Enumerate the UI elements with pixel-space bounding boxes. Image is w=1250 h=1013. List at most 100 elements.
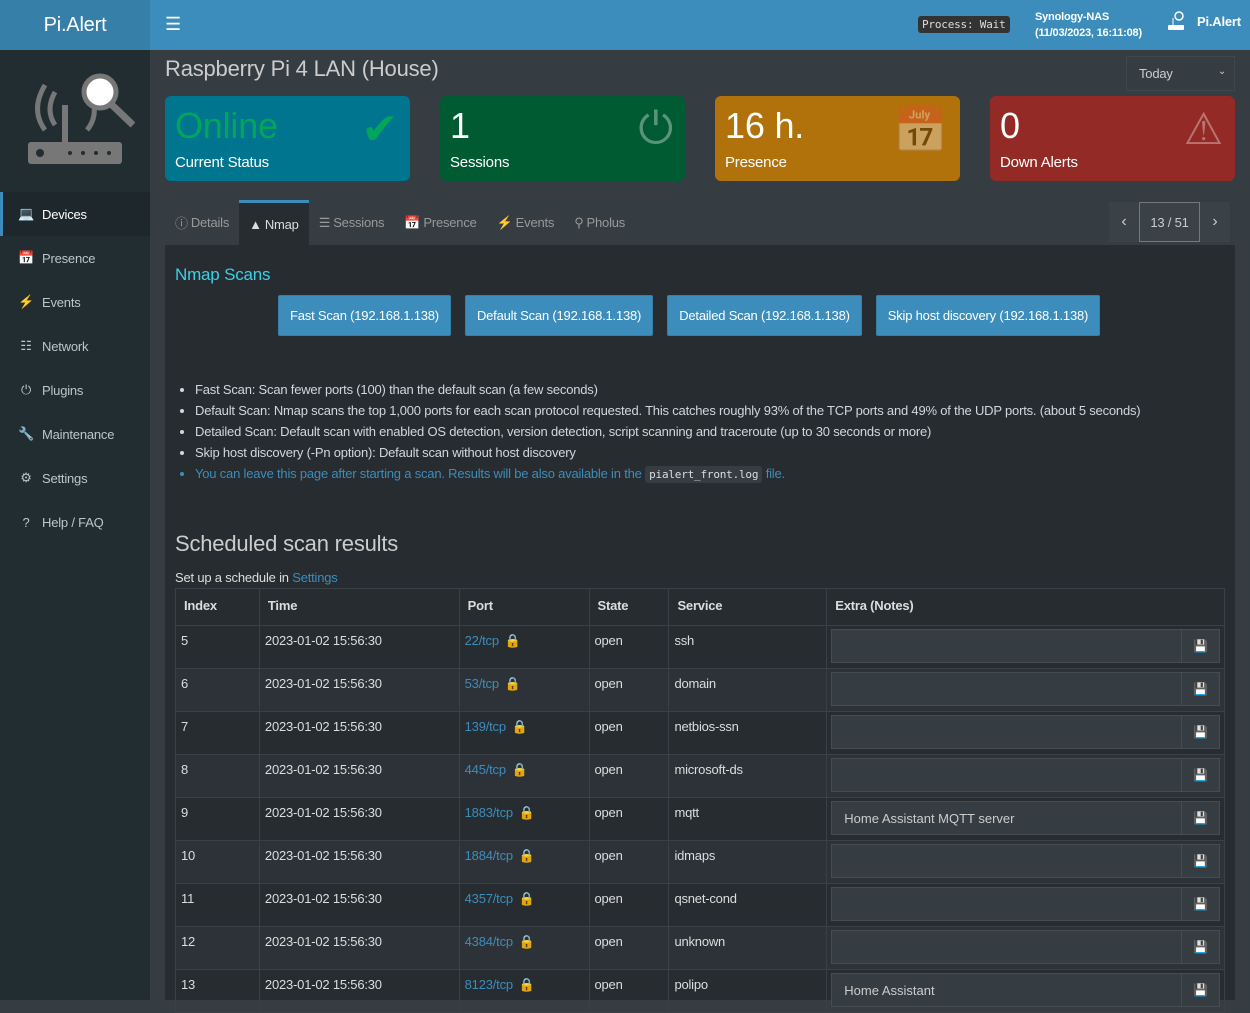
save-icon[interactable]: 💾 xyxy=(1182,715,1220,749)
sidebar-item-label: Presence xyxy=(42,250,96,266)
lock-icon: 🔒 xyxy=(518,805,535,820)
tab-label: Pholus xyxy=(586,215,626,230)
port-link[interactable]: 1883/tcp xyxy=(464,805,513,820)
service-cell: microsoft-ds xyxy=(668,754,828,798)
lock-icon: 🔒 xyxy=(504,633,521,648)
check-icon: ✔ xyxy=(361,105,398,154)
notes-input[interactable] xyxy=(831,715,1182,749)
sidebar-item-events[interactable]: ⚡ Events xyxy=(0,280,150,324)
scan-results-table: Index Time Port State Service Extra (Notes) 5 2… xyxy=(175,588,1225,1013)
sidebar-item-plugins[interactable]: ⏻ Plugins xyxy=(0,368,150,412)
laptop-icon: 💻 xyxy=(18,206,34,221)
port-link[interactable]: 445/tcp xyxy=(464,762,506,777)
service-cell: netbios-ssn xyxy=(668,711,828,755)
notes-input[interactable] xyxy=(831,973,1182,1007)
user-menu[interactable]: Pi.Alert xyxy=(1165,10,1241,32)
brand-label: Pi.Alert xyxy=(1197,13,1241,29)
hamburger-icon[interactable]: ☰ xyxy=(165,14,181,34)
index-cell: 11 xyxy=(175,883,260,927)
notes-input[interactable] xyxy=(831,930,1182,964)
notes-input[interactable] xyxy=(831,887,1182,921)
settings-link[interactable]: Settings xyxy=(292,570,338,585)
info-text-end: file. xyxy=(765,466,785,481)
tab-events[interactable]: ⚡ Events xyxy=(487,200,565,245)
column-header[interactable]: Index xyxy=(175,588,260,626)
calendar-icon: 📅 xyxy=(404,214,421,230)
status-card-presence[interactable]: 16 h. Presence 📅 xyxy=(715,96,960,181)
port-link[interactable]: 1884/tcp xyxy=(464,848,513,863)
lock-icon: 🔒 xyxy=(518,848,535,863)
scan-button-0[interactable]: Fast Scan (192.168.1.138) xyxy=(278,295,451,336)
notes-input[interactable] xyxy=(831,672,1182,706)
column-header[interactable]: State xyxy=(588,588,670,626)
sidebar-item-label: Settings xyxy=(42,470,88,486)
time-cell: 2023-01-02 15:56:30 xyxy=(258,754,460,798)
save-icon[interactable]: 💾 xyxy=(1182,887,1220,921)
tab-nmap[interactable]: ▲ Nmap xyxy=(239,200,309,245)
tab-presence[interactable]: 📅 Presence xyxy=(394,200,486,245)
card-label: Presence xyxy=(725,154,787,171)
lock-icon: 🔒 xyxy=(511,762,528,777)
notes-input[interactable] xyxy=(831,758,1182,792)
notes-input[interactable] xyxy=(831,844,1182,878)
port-link[interactable]: 53/tcp xyxy=(464,676,499,691)
port-link[interactable]: 4357/tcp xyxy=(464,891,513,906)
tab-sessions[interactable]: ☰ Sessions xyxy=(309,200,395,245)
column-header[interactable]: Extra (Notes) xyxy=(826,588,1225,626)
scan-button-3[interactable]: Skip host discovery (192.168.1.138) xyxy=(875,295,1101,336)
sidebar-item-settings[interactable]: ⚙ Settings xyxy=(0,456,150,500)
status-card-sessions[interactable]: 1 Sessions ⏻ xyxy=(440,96,685,181)
status-card-current-status[interactable]: Online Current Status ✔ xyxy=(165,96,410,181)
tab-pholus[interactable]: ⚲ Pholus xyxy=(564,200,635,245)
port-link[interactable]: 4384/tcp xyxy=(464,934,513,949)
tab-details[interactable]: ⓘ Details xyxy=(165,200,239,245)
nmap-icon: ▲ xyxy=(249,216,262,232)
column-header[interactable]: Service xyxy=(668,588,828,626)
router-icon xyxy=(1168,11,1184,30)
scan-notes: Fast Scan: Scan fewer ports (100) than t… xyxy=(195,379,1141,485)
next-device-button[interactable]: › xyxy=(1212,213,1218,230)
period-select[interactable]: Today ⌄ xyxy=(1126,56,1235,91)
question-icon: ? xyxy=(22,514,30,530)
info-text: You can leave this page after starting a… xyxy=(195,466,642,481)
lock-icon: 🔒 xyxy=(511,719,528,734)
notes-input[interactable] xyxy=(831,801,1182,835)
card-value: 1 xyxy=(450,105,470,146)
notes-cell: 💾 xyxy=(826,840,1225,884)
sidebar-item-network[interactable]: ☷ Network xyxy=(0,324,150,368)
notes-cell: 💾 xyxy=(826,668,1225,712)
table-row: 13 2023-01-02 15:56:30 8123/tcp 🔒 open polipo… xyxy=(175,969,1225,1013)
save-icon[interactable]: 💾 xyxy=(1182,844,1220,878)
host-name: Synology-NAS xyxy=(1035,11,1109,23)
port-cell: 4384/tcp 🔒 xyxy=(458,926,590,970)
save-icon[interactable]: 💾 xyxy=(1182,930,1220,964)
scheduled-title: Scheduled scan results xyxy=(175,531,399,556)
port-link[interactable]: 8123/tcp xyxy=(464,977,513,992)
save-icon[interactable]: 💾 xyxy=(1182,629,1220,663)
state-cell: open xyxy=(588,711,670,755)
service-cell: qsnet-cond xyxy=(668,883,828,927)
column-header[interactable]: Time xyxy=(258,588,460,626)
port-link[interactable]: 139/tcp xyxy=(464,719,506,734)
scan-button-2[interactable]: Detailed Scan (192.168.1.138) xyxy=(667,295,862,336)
port-cell: 139/tcp 🔒 xyxy=(458,711,590,755)
status-card-down-alerts[interactable]: 0 Down Alerts ⚠ xyxy=(990,96,1235,181)
sidebar-item-maintenance[interactable]: 🔧 Maintenance xyxy=(0,412,150,456)
host-info: Synology-NAS (11/03/2023, 16:11:08) xyxy=(1035,9,1142,41)
service-cell: mqtt xyxy=(668,797,828,841)
port-link[interactable]: 22/tcp xyxy=(464,633,499,648)
lock-icon: 🔒 xyxy=(504,676,521,691)
sidebar-item-help-faq[interactable]: ? Help / FAQ xyxy=(0,500,150,544)
app-logo[interactable]: Pi.Alert xyxy=(0,0,150,50)
save-icon[interactable]: 💾 xyxy=(1182,801,1220,835)
state-cell: open xyxy=(588,625,670,669)
save-icon[interactable]: 💾 xyxy=(1182,672,1220,706)
notes-input[interactable] xyxy=(831,629,1182,663)
prev-device-button[interactable]: ‹ xyxy=(1121,213,1127,230)
sidebar-item-presence[interactable]: 📅 Presence xyxy=(0,236,150,280)
scan-button-1[interactable]: Default Scan (192.168.1.138) xyxy=(464,295,654,336)
column-header[interactable]: Port xyxy=(458,588,590,626)
save-icon[interactable]: 💾 xyxy=(1182,758,1220,792)
save-icon[interactable]: 💾 xyxy=(1182,973,1220,1007)
sidebar-item-devices[interactable]: 💻 Devices xyxy=(0,192,150,236)
